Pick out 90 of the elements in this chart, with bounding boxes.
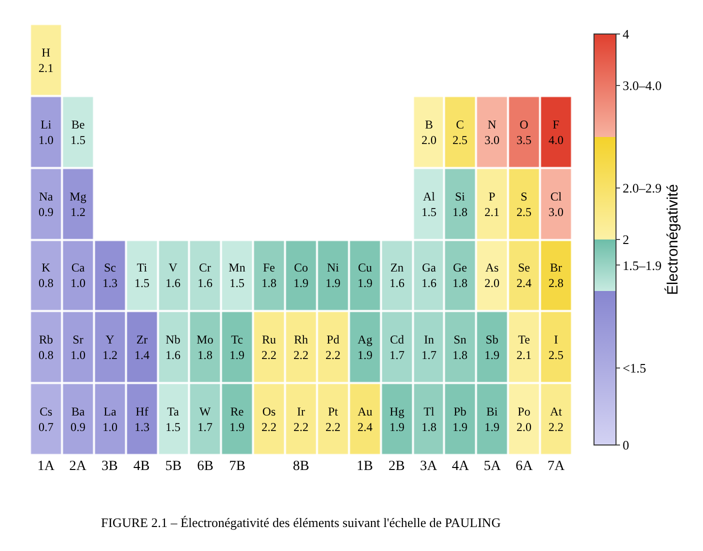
data-label: As 2.0 (484, 260, 500, 290)
data-label: H 2.1 (38, 45, 54, 75)
data-label: Br 2.8 (548, 260, 564, 290)
data-label: Cu 1.9 (358, 260, 372, 290)
data-label: In 1.7 (422, 332, 436, 362)
caption: FIGURE 2.1 – Électronégativité des éléments suivant l'échelle de PAULING (101, 515, 501, 530)
data-label: Co 1.9 (294, 260, 308, 290)
x-tick-label: 1A (37, 459, 56, 474)
data-label: Na 0.9 (38, 189, 54, 219)
data-label: Tc 1.9 (230, 332, 244, 362)
data-label: Mn 1.5 (228, 260, 246, 290)
data-label: Ni 1.9 (326, 260, 340, 290)
color-bar-label: 2 (622, 232, 630, 248)
data-label: Sc 1.3 (102, 260, 118, 290)
data-label: Cl 3.0 (548, 189, 564, 219)
data-label: Ag 1.9 (358, 332, 372, 362)
color-bar-label: <1.5 (622, 360, 646, 376)
data-label: Rb 0.8 (38, 332, 54, 362)
x-tick-label: 5B (165, 459, 182, 474)
data-label: Po 2.0 (516, 404, 532, 434)
color-bar-label: 4 (622, 26, 630, 42)
data-label: F 4.0 (548, 117, 564, 147)
data-label: Cd 1.7 (390, 332, 404, 362)
data-label: Ge 1.8 (452, 260, 468, 290)
data-label: At 2.2 (548, 404, 564, 434)
data-label: I 2.5 (548, 332, 564, 362)
data-label: Ta 1.5 (166, 404, 180, 434)
data-label: Zn 1.6 (390, 260, 404, 290)
x-tick-label: 8B (292, 459, 310, 474)
color-bar-label: 0 (622, 438, 630, 453)
data-label: Nb 1.6 (166, 332, 180, 362)
data-label: Tl 1.8 (422, 404, 436, 434)
data-label: Si 1.8 (452, 189, 468, 219)
data-label: Y 1.2 (102, 332, 118, 362)
color-bar-label: 3.0–4.0 (622, 78, 662, 93)
data-label: B 2.0 (422, 117, 436, 147)
data-label: Os 2.2 (262, 404, 276, 434)
data-label: Bi 1.9 (484, 404, 500, 434)
data-label: La 1.0 (102, 404, 118, 434)
data-label: Be 1.5 (70, 117, 86, 147)
data-label: W 1.7 (198, 404, 212, 434)
x-tick-label: 3B (102, 459, 118, 474)
data-label: Pd 2.2 (326, 332, 340, 362)
data-label: K 0.8 (38, 260, 54, 290)
data-label: Au 2.4 (358, 404, 372, 434)
data-label: Pt 2.2 (326, 404, 340, 434)
color-bar-label: 1.5–1.9 (622, 258, 662, 273)
data-label: Pb 1.9 (452, 404, 468, 434)
data-label: Mo 1.8 (196, 332, 214, 362)
data-label: Te 2.1 (516, 332, 532, 362)
data-label: Ru 2.2 (262, 332, 276, 362)
data-label: Re 1.9 (230, 404, 244, 434)
data-label: V 1.6 (166, 260, 180, 290)
data-label: Ca 1.0 (70, 260, 86, 290)
data-label: Se 2.4 (516, 260, 532, 290)
color-bar-title: Électronégativité (664, 184, 682, 295)
data-label: Hg 1.9 (390, 404, 404, 434)
data-label: Ir 2.2 (294, 404, 308, 434)
data-label: Zr 1.4 (134, 332, 150, 362)
data-label: P 2.1 (484, 189, 500, 219)
x-tick-label: 5A (484, 459, 502, 474)
data-label: Sn 1.8 (452, 332, 468, 362)
x-tick-label: 1B (356, 459, 373, 474)
data-label: C 2.5 (452, 117, 468, 147)
data-label: S 2.5 (516, 189, 532, 219)
x-tick-label: 4A (452, 459, 470, 474)
x-tick-label: 3A (420, 459, 438, 474)
data-label: Ga 1.6 (422, 260, 437, 290)
data-label: Ba 0.9 (70, 404, 86, 434)
color-bar-label: 2.0–2.9 (622, 180, 662, 196)
data-label: Sr 1.0 (70, 332, 86, 362)
x-tick-label: 6B (197, 459, 214, 474)
data-label: Ti 1.5 (134, 260, 150, 290)
x-tick-label: 7A (547, 459, 566, 474)
data-label: Mg 1.2 (70, 189, 86, 219)
data-label: Li 1.0 (38, 117, 54, 147)
data-label: Sb 1.9 (484, 332, 500, 362)
data-label: Hf 1.3 (134, 404, 150, 434)
x-tick-label: 4B (133, 459, 150, 474)
data-label: O 3.5 (516, 117, 532, 147)
data-label: Al 1.5 (422, 189, 436, 219)
x-tick-label: 2A (69, 459, 88, 474)
x-tick-label: 6A (516, 459, 534, 474)
data-label: Fe 1.8 (262, 260, 276, 290)
data-label: Cs 0.7 (38, 404, 54, 434)
x-tick-label: 2B (388, 459, 405, 474)
data-label: N 3.0 (484, 117, 500, 147)
x-tick-label: 7B (229, 459, 246, 474)
data-label: Cr 1.6 (198, 260, 212, 290)
data-label: Rh 2.2 (294, 332, 308, 362)
